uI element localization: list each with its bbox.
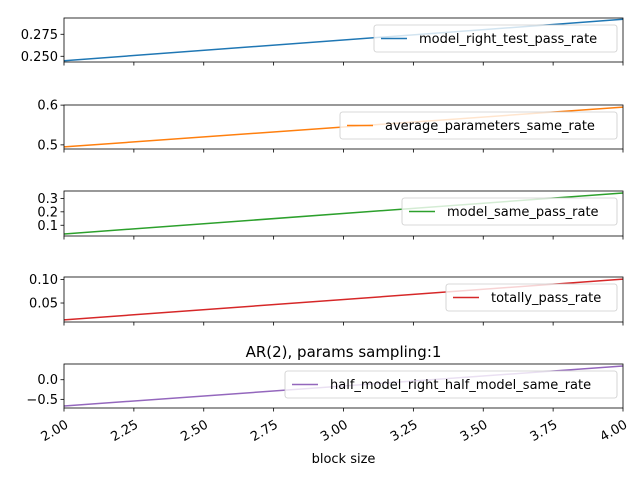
legend-box — [445, 283, 618, 312]
y-tick-label: 0.1 — [37, 219, 58, 234]
x-tick-label: 4.00 — [598, 417, 631, 444]
y-tick-label: 0.3 — [37, 192, 58, 207]
legend-label: average_parameters_same_rate — [385, 119, 595, 134]
x-tick-label: 2.25 — [109, 417, 142, 444]
y-tick-label: 0.6 — [37, 99, 58, 114]
y-tick-label: 0.250 — [21, 50, 58, 65]
x-tick-label: 2.50 — [178, 417, 211, 444]
legend-label: model_right_test_pass_rate — [419, 32, 597, 47]
x-tick-label: 2.75 — [248, 417, 281, 444]
x-tick-label: 3.25 — [388, 417, 421, 444]
y-tick-label: 0.275 — [21, 28, 58, 43]
y-tick-label: 0.05 — [29, 297, 58, 312]
chart-title: AR(2), params sampling:1 — [246, 343, 442, 361]
legend-box — [373, 24, 618, 53]
y-tick-label: 0.10 — [29, 273, 58, 288]
legend-label: model_same_pass_rate — [447, 205, 599, 220]
y-tick-label: −0.5 — [26, 393, 58, 408]
x-tick-label: 3.00 — [318, 417, 351, 444]
x-tick-label: 2.00 — [39, 417, 72, 444]
legend-box — [339, 111, 618, 140]
legend-label: totally_pass_rate — [491, 291, 601, 306]
legend-label: half_model_right_half_model_same_rate — [330, 378, 591, 393]
x-tick-label: 3.75 — [528, 417, 561, 444]
x-axis-label: block size — [312, 452, 376, 467]
y-tick-label: 0.5 — [37, 138, 58, 153]
x-tick-label: 3.50 — [458, 417, 491, 444]
y-tick-label: 0.2 — [37, 205, 58, 220]
y-tick-label: 0.0 — [37, 373, 58, 388]
legend-box — [401, 197, 618, 226]
legend-box — [284, 370, 618, 399]
